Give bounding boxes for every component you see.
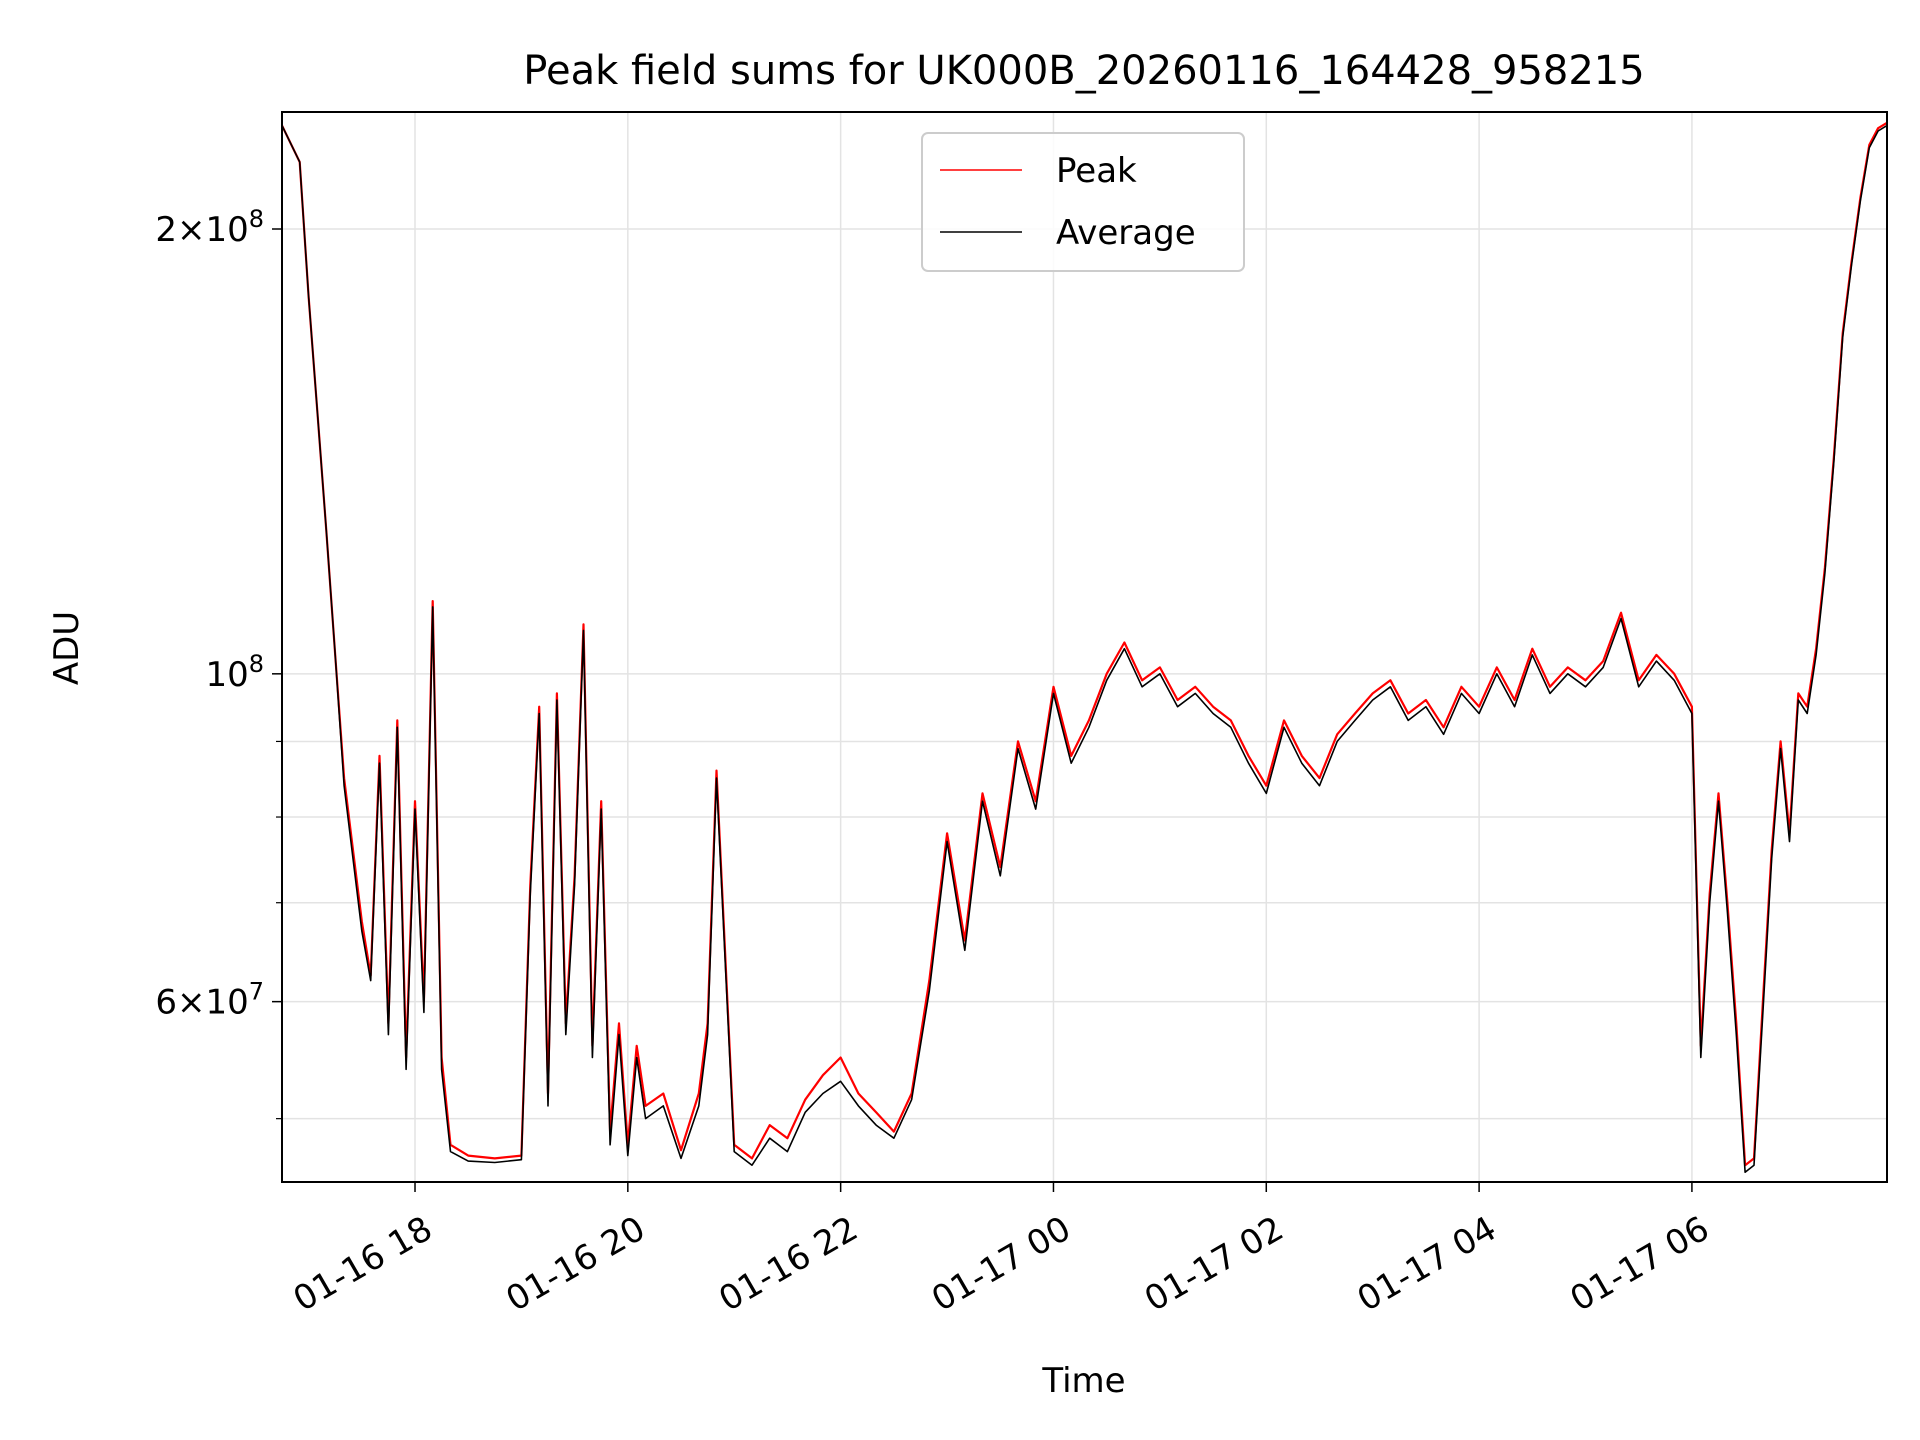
legend-average-label: Average	[1056, 213, 1196, 253]
series-line-average	[282, 124, 1887, 1173]
y-tick-label: 108	[205, 650, 264, 695]
plot-frame	[281, 111, 1888, 1183]
y-axis: 6×107 108 2×108	[155, 205, 282, 1120]
legend-peak-label: Peak	[1056, 151, 1137, 191]
y-tick-label: 6×107	[155, 978, 264, 1023]
legend-box	[921, 132, 1245, 272]
legend: Peak Average	[921, 132, 1245, 272]
x-axis-label: Time	[1041, 1361, 1125, 1401]
chart-title: Peak field sums for UK000B_20260116_1644…	[523, 48, 1644, 94]
series-layer	[282, 121, 1887, 1173]
y-axis-label: ADU	[47, 611, 87, 685]
y-tick-label: 2×108	[155, 205, 264, 250]
